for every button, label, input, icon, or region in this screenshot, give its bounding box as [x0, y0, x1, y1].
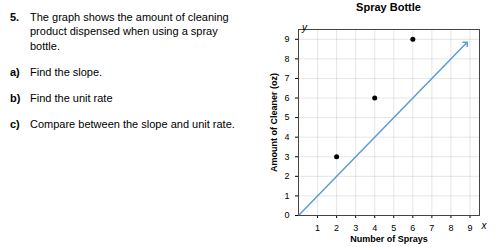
html-text:Compare between the slope and: Compare between the slope and unit rate.	[30, 118, 235, 131]
html-text:a): a)	[10, 65, 20, 78]
svg-text:Number of Sprays: Number of Sprays	[350, 234, 428, 244]
svg-text:1: 1	[315, 223, 320, 233]
svg-text:9: 9	[467, 223, 472, 233]
html-text:b): b)	[10, 92, 21, 105]
svg-text:3: 3	[353, 223, 358, 233]
svg-text:9: 9	[284, 34, 289, 44]
svg-text:y: y	[301, 22, 308, 33]
svg-text:2: 2	[334, 223, 339, 233]
svg-text:3: 3	[284, 152, 289, 162]
svg-text:6: 6	[410, 223, 415, 233]
svg-text:0: 0	[284, 210, 289, 220]
svg-text:7: 7	[429, 223, 434, 233]
svg-text:4: 4	[284, 132, 289, 142]
svg-text:x: x	[480, 220, 487, 231]
svg-text:4: 4	[372, 223, 377, 233]
svg-text:7: 7	[284, 73, 289, 83]
svg-text:8: 8	[284, 54, 289, 64]
html-text:Spray Bottle: Spray Bottle	[356, 1, 421, 13]
svg-text:Amount of Cleaner (oz): Amount of Cleaner (oz)	[269, 73, 279, 172]
html-text:c): c)	[10, 118, 20, 131]
svg-text:5: 5	[284, 112, 289, 122]
svg-text:1: 1	[284, 191, 289, 201]
svg-text:8: 8	[448, 223, 453, 233]
html-text:Find the unit rate: Find the unit rate	[30, 92, 113, 105]
html-text:5.: 5.	[10, 11, 20, 23]
html-text:Find the slope.: Find the slope.	[30, 65, 103, 78]
svg-text:2: 2	[284, 171, 289, 181]
svg-text:6: 6	[284, 93, 289, 103]
html-text:The graph shows the amount of: The graph shows the amount of cleaning p…	[30, 11, 229, 52]
svg-text:5: 5	[391, 223, 396, 233]
